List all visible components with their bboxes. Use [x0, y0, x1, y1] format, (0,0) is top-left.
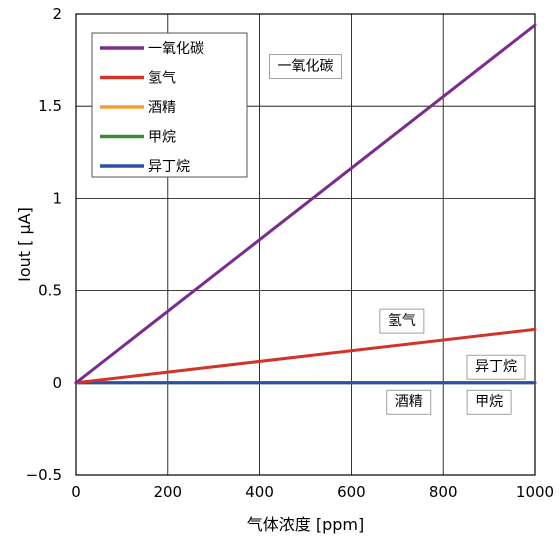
legend-label: 氢气 [148, 71, 176, 87]
tick-labels: 0 200 400 600 800 1000 −0.5 0 0.5 1 1.5 2 [26, 5, 555, 501]
x-tick-label: 400 [245, 483, 274, 501]
legend-label: 酒精 [148, 100, 176, 116]
annotation-text: 甲烷 [475, 394, 503, 410]
y-tick-label: 1.5 [38, 97, 62, 115]
legend-label: 异丁烷 [148, 159, 190, 175]
annotation-text: 一氧化碳 [278, 59, 334, 75]
series-line-1 [74, 327, 537, 385]
x-axis-title: 气体浓度 [ppm] [247, 515, 364, 534]
plot-frame [75, 13, 536, 476]
legend-frame [91, 32, 248, 178]
annotation-text: 酒精 [395, 394, 423, 410]
annotation-text: 异丁烷 [475, 359, 517, 375]
y-axis-title: Iout [ μA] [15, 207, 34, 282]
annotation-box: 甲烷 [466, 389, 512, 415]
annotation-frame [379, 308, 425, 334]
legend-label: 一氧化碳 [148, 41, 204, 57]
annotation-frame [269, 54, 342, 80]
x-tick-label: 1000 [516, 483, 554, 501]
x-tick-label: 0 [71, 483, 81, 501]
annotation-text: 氢气 [388, 313, 416, 329]
annotation-frame [466, 389, 512, 415]
x-tick-label: 800 [429, 483, 458, 501]
annotation-box: 异丁烷 [466, 354, 526, 380]
annotation-box: 酒精 [386, 389, 432, 415]
legend-label: 甲烷 [148, 130, 176, 146]
annotation-box: 一氧化碳 [269, 54, 342, 80]
annotation-box: 氢气 [379, 308, 425, 334]
series-line-0 [74, 23, 537, 385]
y-tick-label: −0.5 [26, 466, 62, 484]
y-tick-label: 2 [52, 5, 62, 23]
y-tick-label: 0.5 [38, 282, 62, 300]
y-tick-label: 1 [52, 189, 62, 207]
x-tick-label: 600 [337, 483, 366, 501]
annotation-frame [466, 354, 526, 380]
series-lines [74, 23, 537, 385]
y-tick-label: 0 [52, 374, 62, 392]
x-tick-label: 200 [153, 483, 182, 501]
annotation-frame [386, 389, 432, 415]
